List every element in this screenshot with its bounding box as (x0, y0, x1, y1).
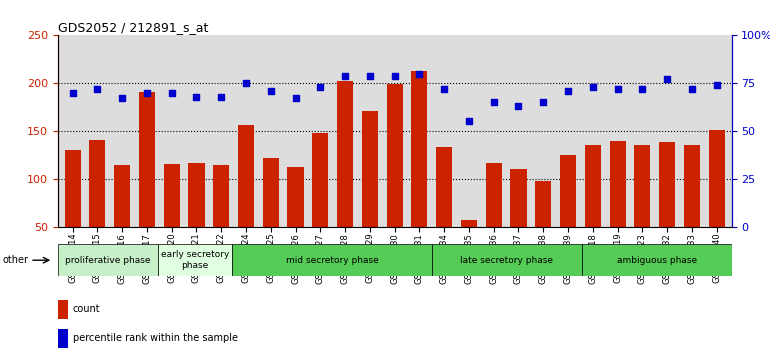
Point (438, 86, 450, 92)
Bar (139, 92, 155, 227)
Bar (114, 165, 130, 227)
Point (290, 96, 302, 101)
Bar (287, 167, 303, 227)
Bar (233, 244, 432, 276)
Bar (461, 220, 477, 227)
Bar (337, 81, 353, 227)
Text: GDS2052 / 212891_s_at: GDS2052 / 212891_s_at (58, 21, 208, 34)
Point (636, 86, 648, 92)
Point (512, 103, 524, 109)
Point (265, 88, 277, 94)
Bar (213, 165, 229, 227)
Bar (58, 244, 158, 276)
Bar (387, 84, 403, 227)
Point (215, 94, 227, 99)
Point (711, 82, 723, 88)
Bar (582, 244, 732, 276)
Point (141, 90, 153, 96)
Bar (610, 141, 625, 227)
Bar (362, 111, 378, 227)
Text: mid secretory phase: mid secretory phase (286, 256, 379, 265)
Point (66, 90, 79, 96)
Bar (58, 329, 68, 348)
Bar (89, 139, 105, 227)
Text: other: other (3, 255, 29, 265)
Bar (313, 133, 328, 227)
Point (388, 73, 400, 78)
Bar (238, 125, 254, 227)
Point (239, 80, 252, 86)
Bar (158, 244, 233, 276)
Text: proliferative phase: proliferative phase (65, 256, 150, 265)
Point (314, 84, 326, 90)
Text: late secretory phase: late secretory phase (460, 256, 554, 265)
Point (190, 94, 203, 99)
Bar (164, 164, 179, 227)
Bar (708, 130, 725, 227)
Point (537, 99, 550, 105)
Text: ambiguous phase: ambiguous phase (617, 256, 697, 265)
Bar (560, 155, 576, 227)
Point (363, 73, 376, 78)
Point (116, 96, 129, 101)
Bar (411, 71, 427, 227)
Bar (584, 145, 601, 227)
Bar (65, 150, 81, 227)
Point (611, 86, 624, 92)
Bar (684, 145, 700, 227)
Point (587, 84, 599, 90)
Point (487, 99, 500, 105)
Point (91, 86, 103, 92)
Point (166, 90, 178, 96)
Point (686, 86, 698, 92)
Bar (634, 145, 651, 227)
Point (661, 76, 673, 82)
Bar (263, 158, 279, 227)
Bar (189, 162, 205, 227)
Bar (535, 181, 551, 227)
Bar (511, 169, 527, 227)
Text: percentile rank within the sample: percentile rank within the sample (72, 333, 238, 343)
Point (463, 119, 475, 124)
Bar (486, 162, 502, 227)
Bar (659, 142, 675, 227)
Bar (58, 300, 68, 319)
Point (413, 71, 426, 76)
Bar (436, 147, 452, 227)
Bar (432, 244, 582, 276)
Text: early secretory
phase: early secretory phase (161, 251, 229, 270)
Point (562, 88, 574, 94)
Point (339, 73, 351, 78)
Text: count: count (72, 304, 100, 314)
